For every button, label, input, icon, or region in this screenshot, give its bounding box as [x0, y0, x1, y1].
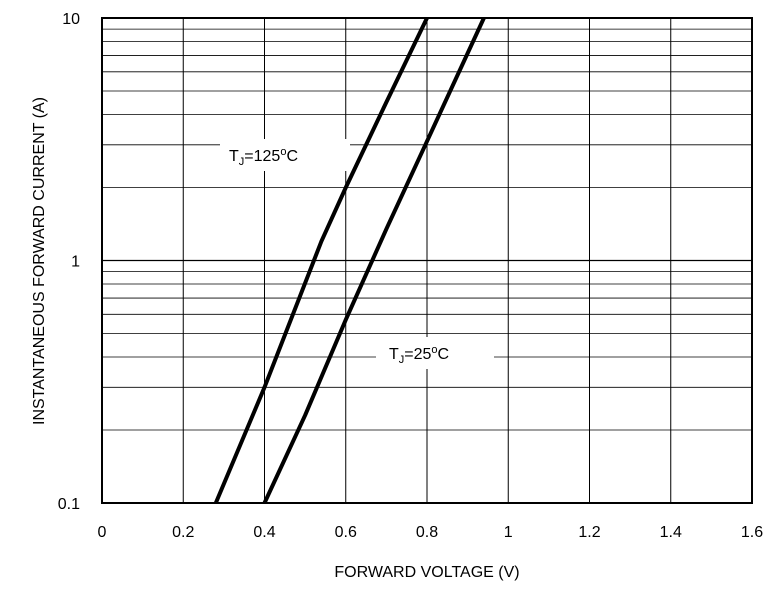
series-line-0: [213, 17, 429, 504]
series-label-25c: TJ=25oC: [389, 344, 449, 366]
label-125-rest: =125: [244, 148, 280, 165]
label-25-sup: o: [431, 344, 437, 356]
y-tick-label: 0.1: [58, 496, 80, 513]
x-tick-label: 0: [98, 524, 107, 541]
x-tick-label: 1.2: [578, 524, 600, 541]
y-tick-label: 10: [62, 11, 80, 28]
label-25-sub: J: [399, 354, 405, 366]
label-bg-25: [376, 337, 494, 369]
x-tick-label: 0.6: [335, 524, 357, 541]
y-tick-label: 1: [71, 254, 80, 271]
x-tick-label: 1.6: [741, 524, 763, 541]
x-tick-labels: 0 0.2 0.4 0.6 0.8 1 1.2 1.4 1.6: [98, 524, 764, 541]
x-tick-label: 0.8: [416, 524, 438, 541]
label-125-t: T: [229, 148, 239, 165]
label-bg-125: [220, 139, 350, 171]
label-25-unit: C: [438, 346, 450, 363]
y-tick-labels: 0.1 1 10: [58, 11, 80, 513]
series-line-1: [262, 17, 486, 504]
grid-major-lines: [102, 18, 752, 503]
series-group: [213, 17, 486, 504]
x-tick-label: 0.2: [172, 524, 194, 541]
series-label-125c: TJ=125oC: [229, 146, 298, 168]
x-tick-label: 1: [504, 524, 513, 541]
label-25-t: T: [389, 346, 399, 363]
y-axis-title: INSTANTANEOUS FORWARD CURRENT (A): [31, 97, 48, 425]
label-125-sub: J: [239, 156, 245, 168]
label-25-rest: =25: [404, 346, 431, 363]
label-125-sup: o: [280, 146, 286, 158]
x-tick-label: 0.4: [253, 524, 275, 541]
x-tick-label: 1.4: [660, 524, 682, 541]
label-125-unit: C: [286, 148, 298, 165]
x-axis-title: FORWARD VOLTAGE (V): [334, 564, 519, 581]
